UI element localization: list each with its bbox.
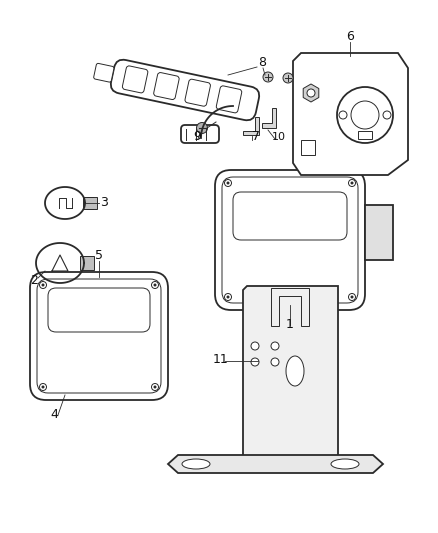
Polygon shape [358,131,372,139]
Circle shape [349,180,356,187]
Polygon shape [243,117,259,135]
Polygon shape [243,286,338,461]
Circle shape [226,182,230,184]
Circle shape [349,294,356,301]
Circle shape [307,89,315,97]
Polygon shape [168,455,383,473]
Polygon shape [262,108,276,128]
Circle shape [39,384,46,391]
Circle shape [350,182,353,184]
Circle shape [251,342,259,350]
Circle shape [339,111,347,119]
Text: 10: 10 [272,132,286,142]
Polygon shape [271,288,309,326]
Circle shape [152,281,159,288]
Circle shape [226,295,230,298]
Circle shape [263,72,273,82]
Circle shape [351,101,379,129]
Circle shape [197,123,208,133]
Circle shape [283,73,293,83]
Circle shape [271,342,279,350]
Circle shape [39,281,46,288]
Text: 8: 8 [258,56,266,69]
Circle shape [225,294,232,301]
Circle shape [42,284,45,287]
Text: 4: 4 [50,408,58,421]
Circle shape [383,111,391,119]
Text: 7: 7 [252,130,260,143]
Circle shape [42,385,45,389]
Circle shape [225,180,232,187]
Text: 6: 6 [346,30,354,43]
Polygon shape [293,53,408,175]
Circle shape [153,385,156,389]
FancyBboxPatch shape [94,63,114,82]
Circle shape [251,358,259,366]
Polygon shape [80,256,94,270]
Circle shape [152,384,159,391]
Circle shape [337,87,393,143]
Text: 1: 1 [286,318,294,331]
Ellipse shape [286,356,304,386]
Ellipse shape [331,459,359,469]
FancyBboxPatch shape [111,60,259,120]
Text: 2: 2 [30,273,38,287]
Circle shape [153,284,156,287]
Text: 9: 9 [193,130,201,143]
Text: 3: 3 [100,197,108,209]
Ellipse shape [182,459,210,469]
Circle shape [271,358,279,366]
Circle shape [350,295,353,298]
Text: 5: 5 [95,249,103,262]
Polygon shape [365,205,393,260]
Text: 11: 11 [213,353,229,366]
Polygon shape [83,197,97,209]
